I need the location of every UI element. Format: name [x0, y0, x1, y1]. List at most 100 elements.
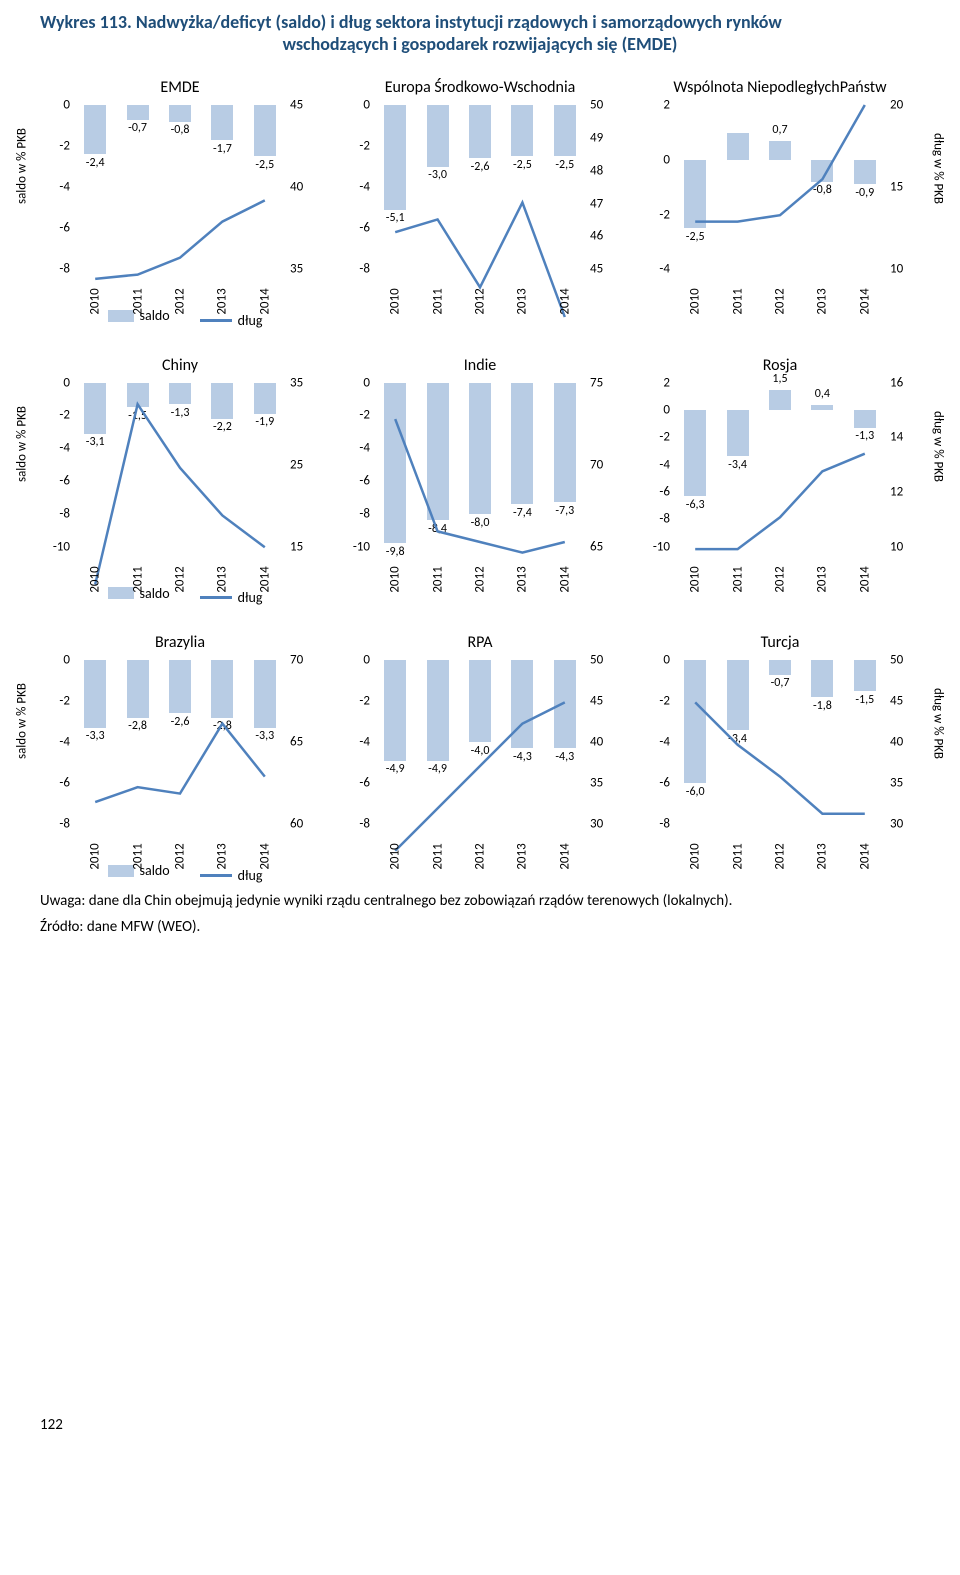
y-tick-left: -4: [359, 180, 370, 195]
y-tick-right: 50: [590, 653, 603, 668]
chart-subtitle: Rosja: [640, 339, 920, 377]
y-tick-left: -8: [659, 512, 670, 527]
y-tick-left: 0: [63, 98, 70, 113]
chart-area: 0-2-4-6-8-10352515-3,1-1,5-1,3-2,2-1,920…: [40, 377, 320, 587]
y-tick-left: -6: [59, 474, 70, 489]
y-tick-left: 0: [663, 653, 670, 668]
y-tick-right: 25: [290, 457, 303, 472]
x-tick: 2010: [688, 566, 703, 592]
x-tick: 2011: [730, 289, 745, 315]
y-axis-label-right: dług w % PKB: [931, 688, 946, 759]
x-tick: 2010: [88, 289, 103, 315]
chart-subtitle: Europa Środkowo-Wschodnia: [340, 61, 620, 99]
y-tick-right: 50: [890, 653, 903, 668]
x-tick: 2010: [388, 289, 403, 315]
chart-subtitle: Turcja: [640, 616, 920, 654]
y-tick-right: 12: [890, 485, 903, 500]
y-tick-right: 50: [590, 98, 603, 113]
chart-panel: Wspólnota NiepodległychPaństw20-2-420151…: [640, 61, 920, 329]
y-tick-right: 65: [290, 735, 303, 750]
y-tick-right: 40: [890, 735, 903, 750]
chart-source: Źródło: dane MFW (WEO).: [40, 918, 920, 936]
chart-grid: EMDE0-2-4-6-8454035-2,4-0,7-0,8-1,7-2,52…: [40, 61, 920, 884]
x-tick: 2011: [430, 844, 445, 870]
x-tick: 2014: [257, 289, 272, 315]
y-tick-left: 0: [663, 152, 670, 167]
y-tick-right: 16: [890, 375, 903, 390]
y-axis-label-right: dług w % PKB: [931, 133, 946, 204]
y-tick-left: -6: [359, 221, 370, 236]
y-tick-left: -2: [659, 694, 670, 709]
x-tick: 2014: [257, 566, 272, 592]
chart-panel: Rosja20-2-4-6-8-1016141210-6,3-3,41,50,4…: [640, 339, 920, 607]
x-tick: 2013: [815, 844, 830, 870]
y-tick-left: 0: [63, 375, 70, 390]
chart-area: 0-2-4-6-8454035-2,4-0,7-0,8-1,7-2,520102…: [40, 99, 320, 309]
y-tick-left: 2: [663, 98, 670, 113]
x-tick: 2014: [257, 844, 272, 870]
chart-panel: Chiny0-2-4-6-8-10352515-3,1-1,5-1,3-2,2-…: [40, 339, 320, 607]
chart-area: 20-2-4-6-8-1016141210-6,3-3,41,50,4-1,32…: [640, 377, 920, 587]
chart-area: 20-2-4201510-2,50,7-0,8-0,92010201120122…: [640, 99, 920, 309]
y-tick-left: 0: [363, 653, 370, 668]
chart-main-title: Wykres 113. Nadwyżka/deficyt (saldo) i d…: [40, 12, 920, 55]
y-tick-left: -4: [59, 735, 70, 750]
y-tick-right: 14: [890, 430, 903, 445]
y-tick-left: -6: [359, 776, 370, 791]
y-tick-right: 35: [590, 776, 603, 791]
plot-area: -9,8-8,4-8,0-7,4-7,3: [374, 383, 586, 547]
y-tick-left: -6: [659, 485, 670, 500]
chart-area: 0-2-4-6-8706560-3,3-2,8-2,6-2,8-3,320102…: [40, 654, 320, 864]
x-tick: 2011: [130, 289, 145, 315]
y-tick-left: -2: [659, 430, 670, 445]
chart-subtitle: Indie: [340, 339, 620, 377]
y-tick-right: 15: [290, 539, 303, 554]
chart-panel: RPA0-2-4-6-85045403530-4,9-4,9-4,0-4,3-4…: [340, 616, 620, 884]
y-tick-right: 75: [590, 375, 603, 390]
y-tick-right: 65: [590, 539, 603, 554]
title-sub: wschodzących i gospodarek rozwijających …: [40, 34, 920, 56]
y-tick-left: -8: [359, 506, 370, 521]
y-tick-right: 49: [590, 130, 603, 145]
x-tick: 2010: [88, 566, 103, 592]
x-tick: 2011: [130, 566, 145, 592]
y-tick-left: -10: [353, 539, 370, 554]
chart-area: 0-2-4-6-8-10757065-9,8-8,4-8,0-7,4-7,320…: [340, 377, 620, 587]
chart-panel: EMDE0-2-4-6-8454035-2,4-0,7-0,8-1,7-2,52…: [40, 61, 320, 329]
y-tick-right: 30: [890, 817, 903, 832]
y-tick-left: -2: [59, 408, 70, 423]
y-tick-right: 47: [590, 196, 603, 211]
x-tick: 2013: [215, 566, 230, 592]
x-tick: 2010: [688, 289, 703, 315]
y-tick-right: 46: [590, 229, 603, 244]
plot-area: -6,3-3,41,50,4-1,3: [674, 383, 886, 547]
chart-area: 0-2-4-6-85045403530-6,0-3,4-0,7-1,8-1,52…: [640, 654, 920, 864]
x-tick: 2014: [557, 844, 572, 870]
y-tick-left: -8: [359, 262, 370, 277]
x-tick: 2010: [688, 844, 703, 870]
x-tick: 2012: [173, 566, 188, 592]
y-tick-right: 20: [890, 98, 903, 113]
y-tick-right: 45: [290, 98, 303, 113]
x-tick: 2013: [815, 289, 830, 315]
y-tick-right: 45: [590, 694, 603, 709]
x-tick: 2012: [473, 289, 488, 315]
y-tick-left: 0: [663, 403, 670, 418]
plot-area: -3,1-1,5-1,3-2,2-1,9: [74, 383, 286, 547]
y-tick-left: -6: [359, 474, 370, 489]
plot-area: -4,9-4,9-4,0-4,3-4,3: [374, 660, 586, 824]
y-tick-right: 40: [290, 180, 303, 195]
title-prefix: Wykres 113.: [40, 11, 136, 33]
y-tick-left: -2: [59, 139, 70, 154]
y-tick-left: -8: [659, 817, 670, 832]
y-tick-left: -4: [659, 457, 670, 472]
y-tick-left: -2: [359, 694, 370, 709]
x-tick: 2012: [473, 844, 488, 870]
x-tick: 2010: [388, 844, 403, 870]
y-axis-label-left: saldo w % PKB: [15, 683, 30, 759]
y-tick-left: 0: [63, 653, 70, 668]
chart-subtitle: Brazylia: [40, 616, 320, 654]
chart-area: 0-2-4-6-8504948474645-5,1-3,0-2,6-2,5-2,…: [340, 99, 620, 309]
plot-area: -2,50,7-0,8-0,9: [674, 105, 886, 269]
x-tick: 2011: [430, 566, 445, 592]
